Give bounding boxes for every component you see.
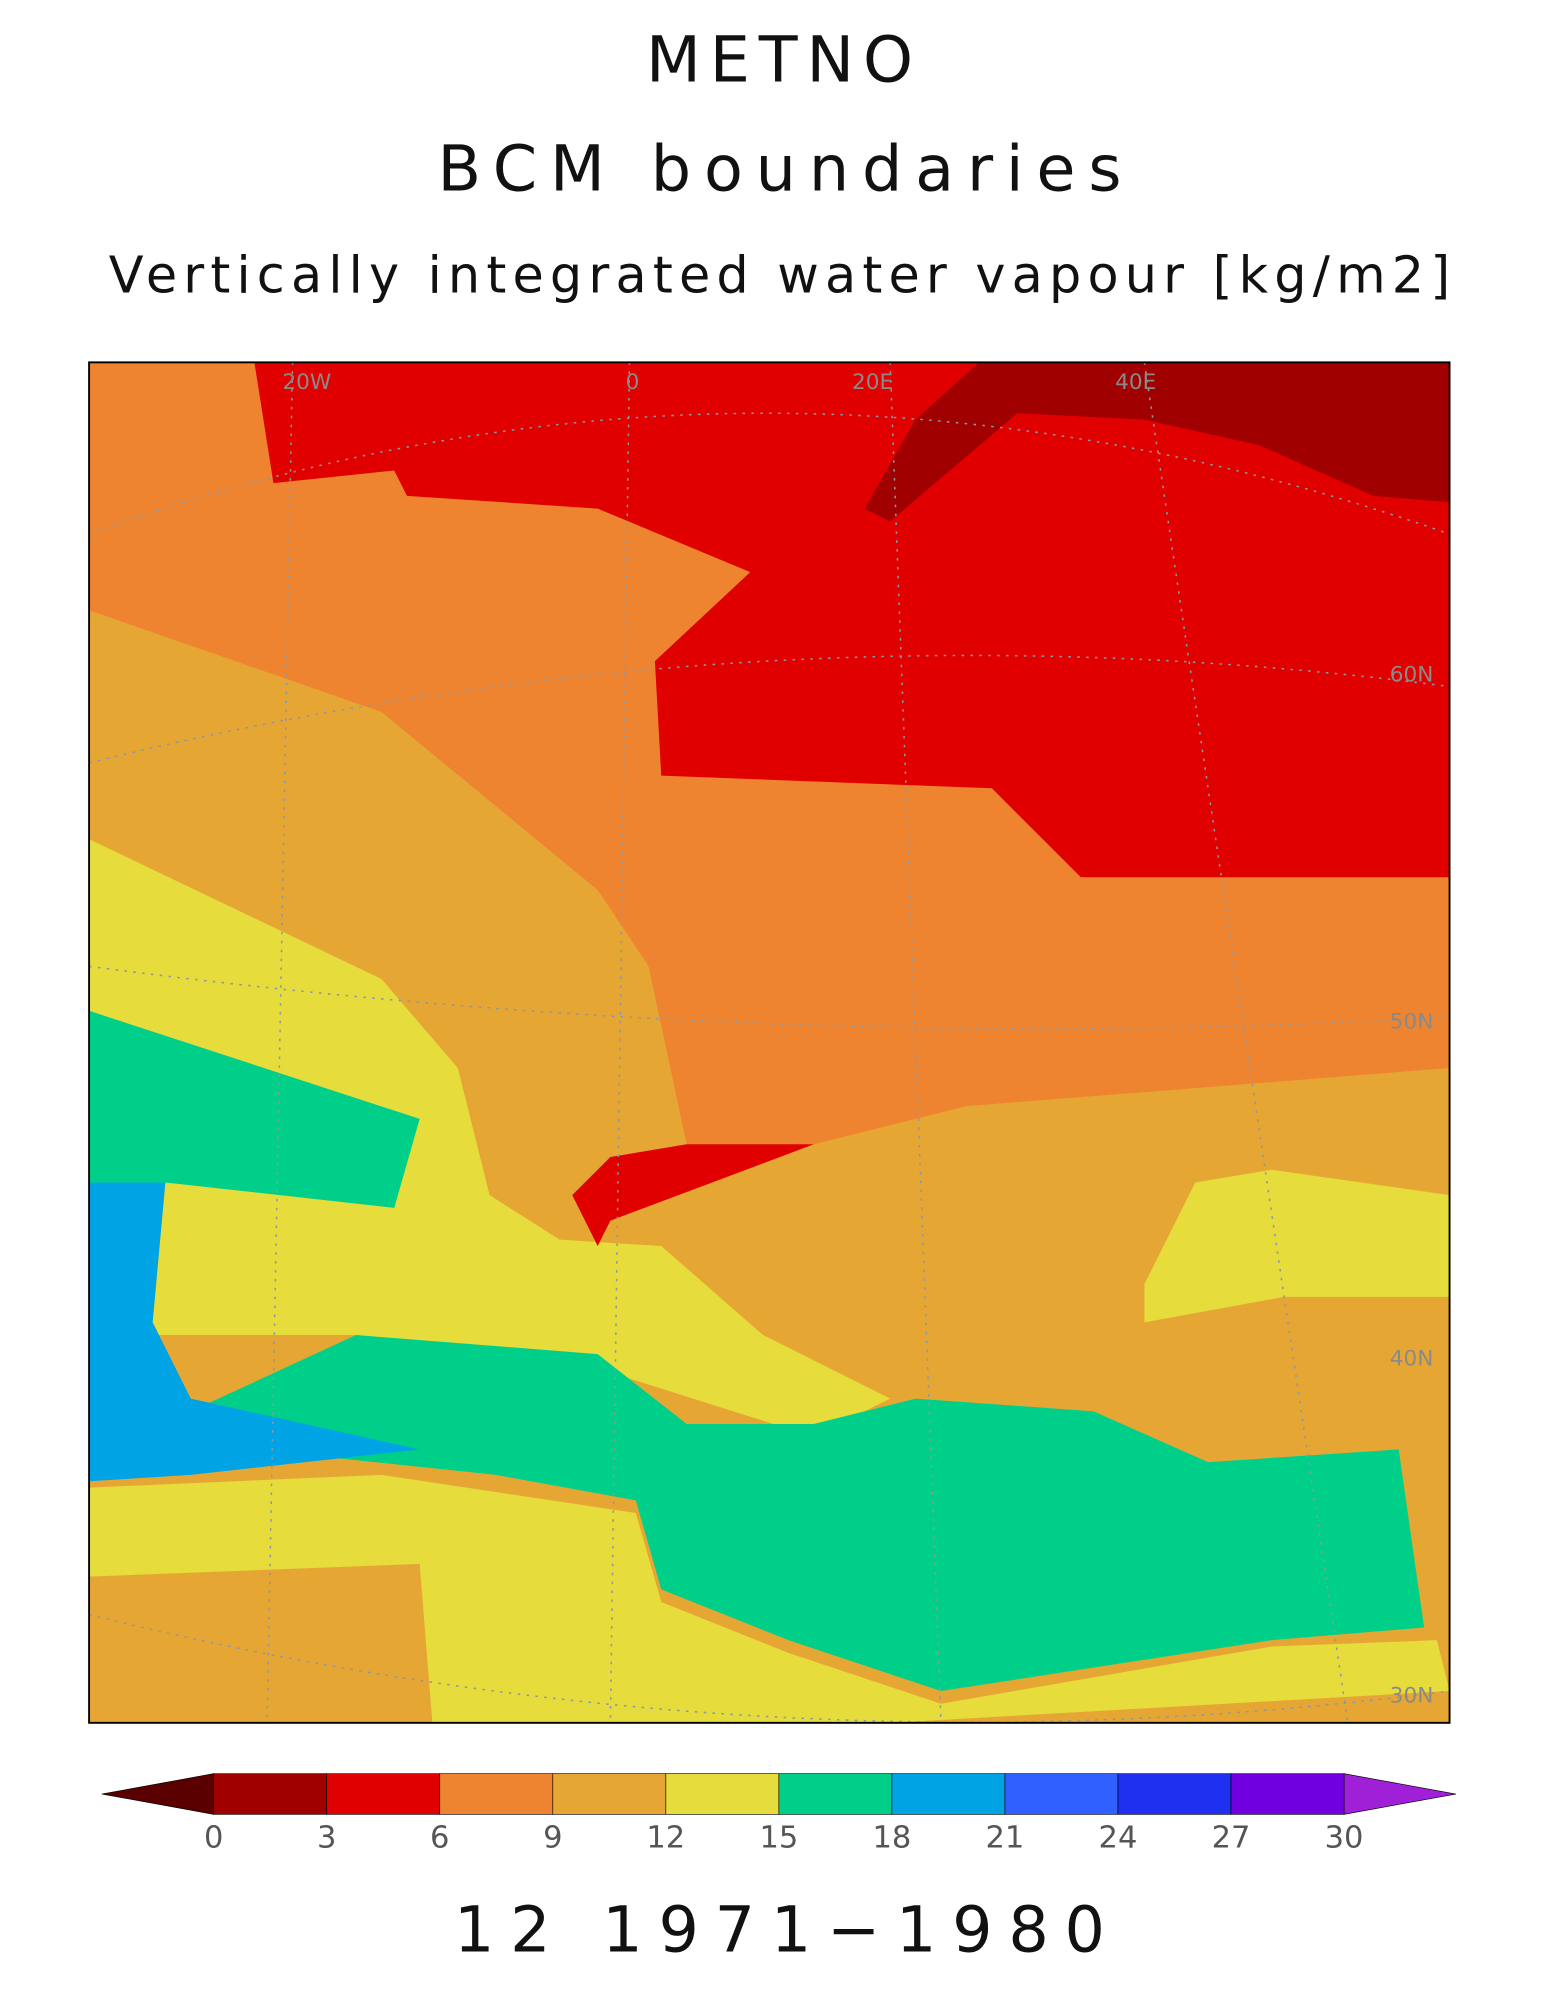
map-frame [88, 361, 1451, 1724]
lon-label: 20W [282, 370, 331, 395]
field-region [89, 1182, 420, 1482]
colorbar-tick-label: 24 [1099, 1820, 1138, 1855]
lat-label: 30N [1390, 1683, 1434, 1708]
colorbar-segment [778, 1773, 893, 1815]
lon-label: 40E [1115, 370, 1156, 395]
colorbar-tick-label: 3 [317, 1820, 336, 1855]
colorbar-segment [326, 1773, 441, 1815]
field-region [89, 839, 891, 1437]
colorbar-tick-label: 15 [759, 1820, 798, 1855]
colorbar-segment [1004, 1773, 1119, 1815]
colorbar-tick-label: 12 [646, 1820, 685, 1855]
colorbar-segment [891, 1773, 1006, 1815]
field-region [254, 362, 1450, 878]
field-region [89, 1474, 1450, 1723]
field-region [89, 1010, 420, 1208]
field-region [1144, 1169, 1450, 1323]
map: 20W 0 20E 40E 60N 50N 40N 30N [88, 361, 1451, 1724]
colorbar-tick-label: 21 [986, 1820, 1025, 1855]
colorbar-segment [1117, 1773, 1232, 1815]
colorbar-tick-label: 18 [872, 1820, 911, 1855]
field-region [190, 1335, 1425, 1692]
field-region [572, 1144, 814, 1247]
under-arrow [101, 1773, 215, 1815]
field-region [864, 362, 1450, 522]
colorbar: 0 3 6 9 12 15 18 21 24 27 30 [101, 1773, 1456, 1855]
lat-label: 50N [1390, 1010, 1434, 1035]
title: METNO [646, 22, 913, 96]
colorbar-segment [1230, 1773, 1345, 1815]
colorbar-tick-label: 6 [430, 1820, 449, 1855]
period-label: 12 1971−1980 [454, 1893, 1105, 1967]
colorbar-tick-label: 27 [1212, 1820, 1251, 1855]
variable-title: Vertically integrated water vapour [kg/m… [109, 245, 1450, 304]
colorbar-tick-label: 0 [204, 1820, 223, 1855]
lon-label: 20E [852, 370, 893, 395]
lon-label: 0 [626, 370, 640, 395]
lat-label: 40N [1390, 1347, 1434, 1372]
colorbar-segment [552, 1773, 667, 1815]
over-arrow [1343, 1773, 1456, 1815]
subtitle: BCM boundaries [437, 132, 1121, 206]
lat-label: 60N [1390, 663, 1434, 688]
colorbar-segment [439, 1773, 554, 1815]
colorbar-segment [213, 1773, 328, 1815]
colorbar-tick-label: 30 [1325, 1820, 1364, 1855]
colorbar-tick-label: 9 [543, 1820, 562, 1855]
colorbar-segment [665, 1773, 780, 1815]
graticule [88, 362, 1450, 1723]
